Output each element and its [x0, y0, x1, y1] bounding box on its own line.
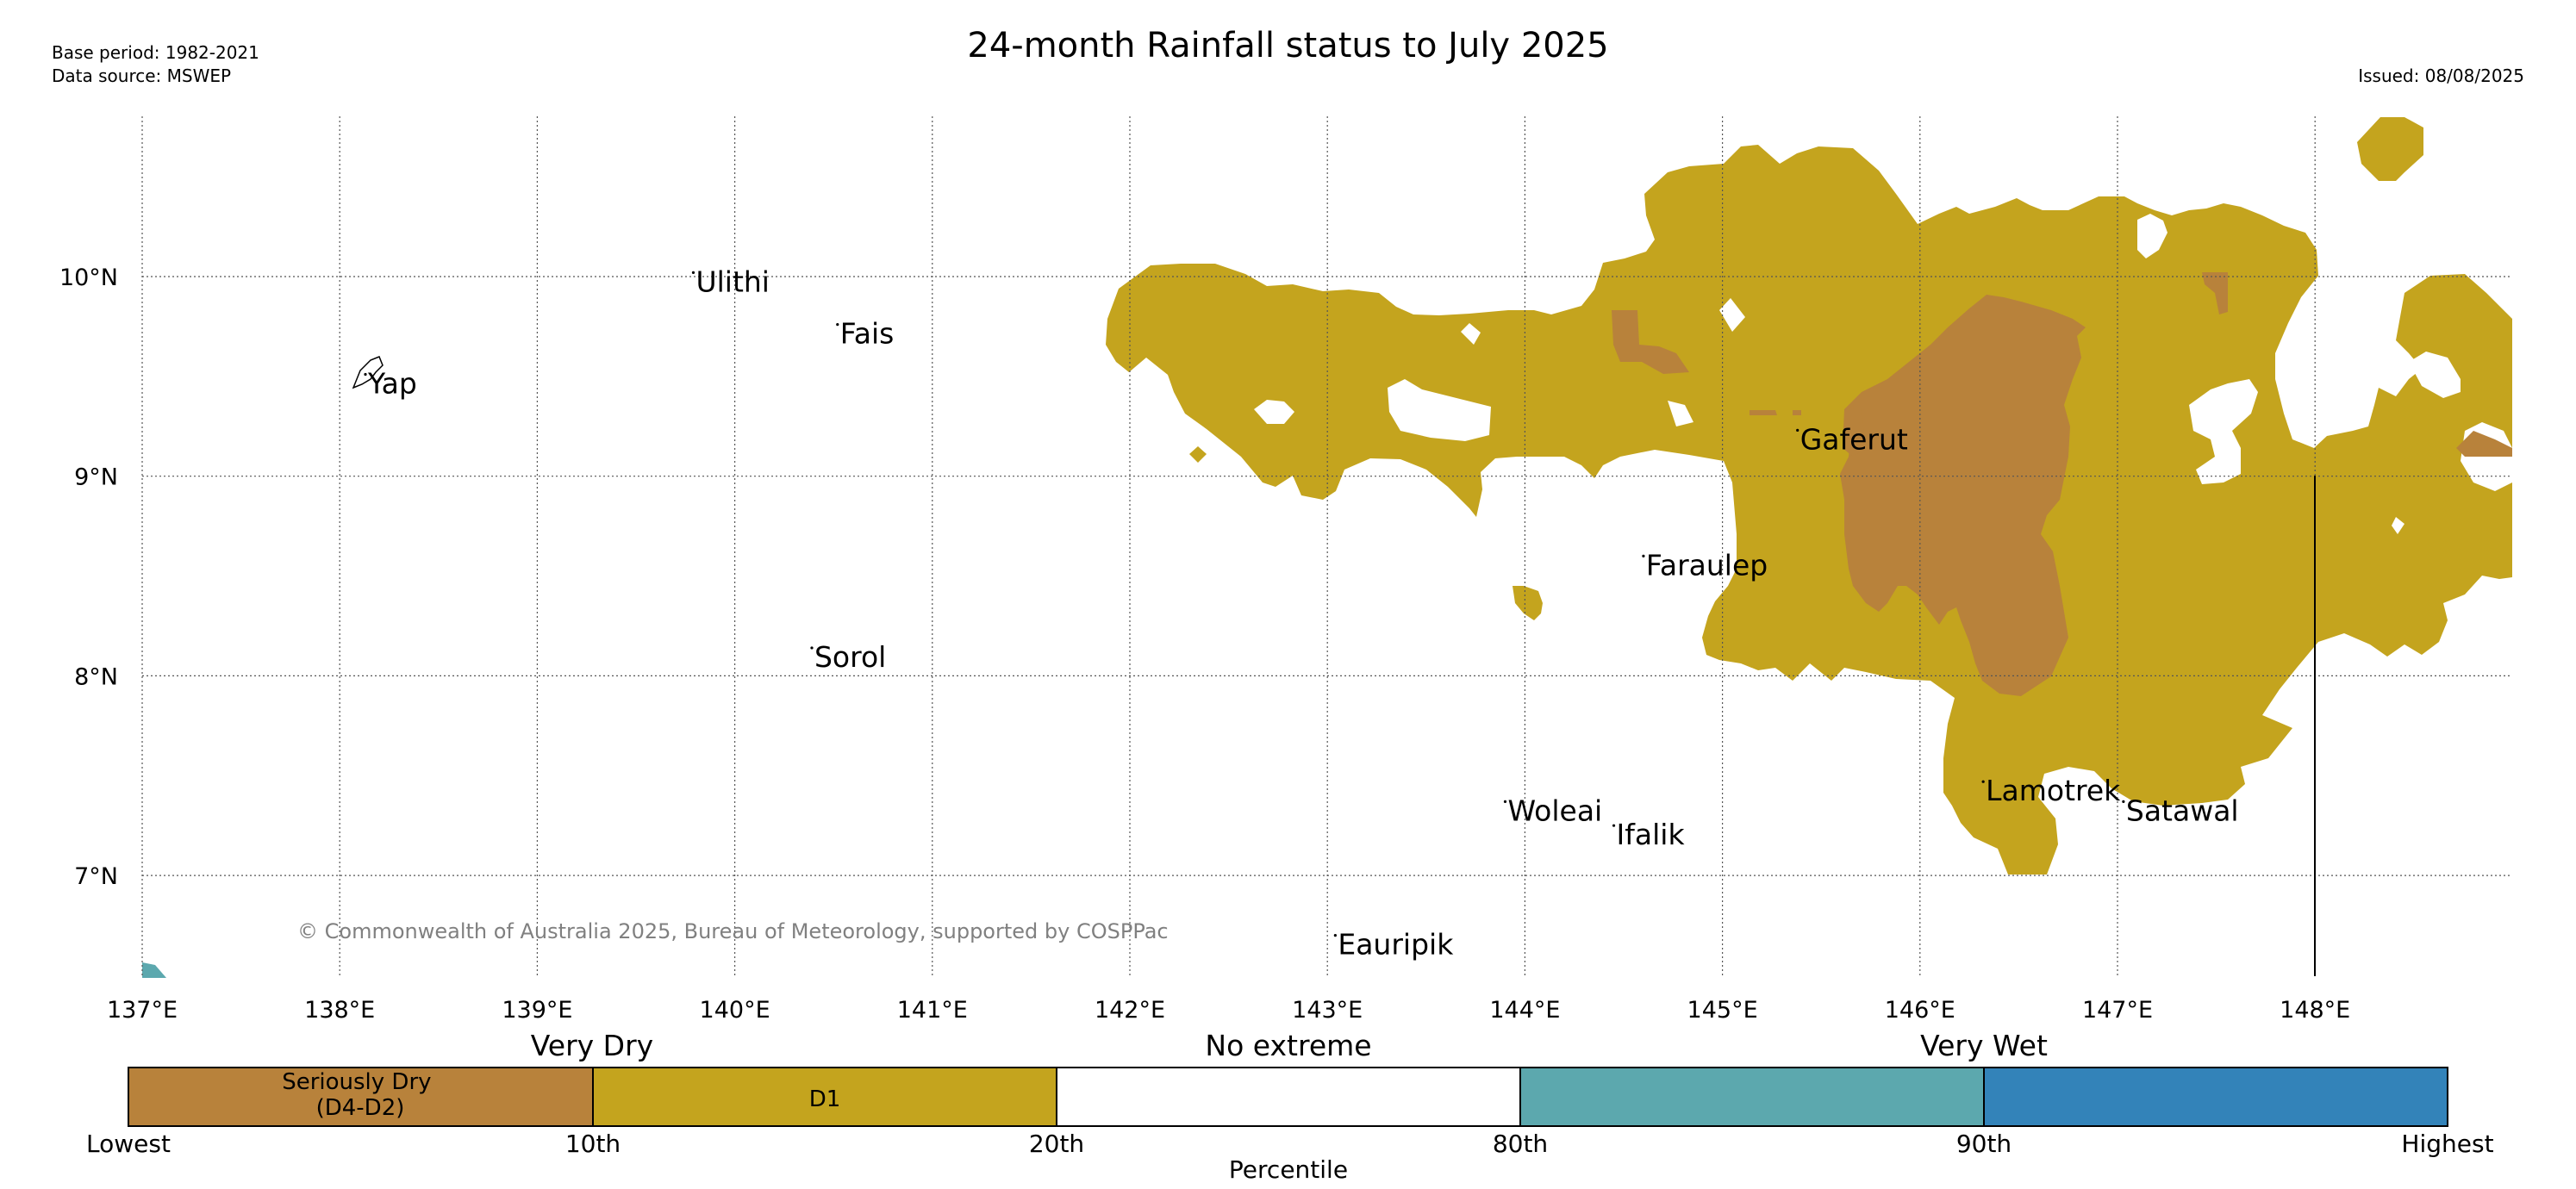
- latitude-tick-label: 9°N: [74, 464, 118, 491]
- island-marker: [691, 271, 695, 274]
- longitude-labels: 137°E 138°E 139°E 140°E 141°E 142°E 143°E 144°E…: [107, 997, 2350, 1024]
- island-marker: [2122, 800, 2125, 803]
- place-label-fais: Fais: [840, 317, 895, 351]
- longitude-tick-label: 137°E: [107, 997, 178, 1024]
- island-marker: [1642, 554, 1645, 557]
- island-marker: [810, 646, 814, 650]
- longitude-tick-label: 138°E: [304, 997, 375, 1024]
- longitude-tick-label: 143°E: [1292, 997, 1363, 1024]
- island-marker: [1503, 800, 1507, 803]
- data-source-label: Data source: MSWEP: [52, 65, 232, 86]
- percentile-tick-label: 20th: [1029, 1130, 1084, 1158]
- place-label-sorol: Sorol: [814, 640, 886, 674]
- latitude-tick-label: 10°N: [59, 265, 118, 291]
- legend: Very Dry No extreme Very Wet Seriously D…: [86, 1029, 2494, 1184]
- latitude-labels: 10°N 9°N 8°N 7°N: [59, 265, 118, 890]
- percentile-tick-label: 80th: [1493, 1130, 1548, 1158]
- island-marker: [1333, 934, 1337, 937]
- place-label-satawal: Satawal: [2126, 794, 2239, 827]
- legend-very-dry-label: Very Dry: [531, 1029, 653, 1062]
- longitude-tick-label: 145°E: [1687, 997, 1758, 1024]
- longitude-tick-label: 142°E: [1095, 997, 1165, 1024]
- legend-box-d1: [592, 1067, 1057, 1127]
- longitude-tick-label: 140°E: [700, 997, 770, 1024]
- longitude-tick-label: 141°E: [897, 997, 968, 1024]
- legend-box-very-wet: [1519, 1067, 1985, 1127]
- island-marker: [364, 372, 367, 377]
- place-label-ifalik: Ifalik: [1617, 818, 1686, 851]
- place-label-ulithi: Ulithi: [695, 265, 770, 298]
- issued-date-label: Issued: 08/08/2025: [2358, 65, 2524, 86]
- percentile-tick-label: Highest: [2401, 1130, 2493, 1158]
- legend-no-extreme-label: No extreme: [1205, 1029, 1371, 1062]
- longitude-tick-label: 148°E: [2280, 997, 2350, 1024]
- place-label-yap: Yap: [367, 367, 417, 401]
- legend-very-wet-label: Very Wet: [1920, 1029, 2048, 1062]
- place-label-lamotrek: Lamotrek: [1986, 774, 2121, 807]
- place-label-gaferut: Gaferut: [1800, 422, 1908, 456]
- percentile-tick-label: 10th: [565, 1130, 621, 1158]
- island-marker: [1796, 428, 1799, 433]
- percentile-tick-label: 90th: [1956, 1130, 2012, 1158]
- longitude-tick-label: 144°E: [1489, 997, 1560, 1024]
- d1-patch-west: [1189, 446, 1207, 463]
- legend-box-no-extreme: [1056, 1067, 1521, 1127]
- map-title: 24-month Rainfall status to July 2025: [967, 26, 1609, 65]
- legend-box-highest: [1983, 1067, 2448, 1127]
- legend-d1-text: D1: [809, 1086, 841, 1112]
- island-marker: [836, 323, 839, 327]
- d1-region-ne: [2357, 117, 2423, 181]
- island-marker: [1981, 780, 1985, 783]
- seriously-dry-regions: [1612, 272, 2512, 696]
- longitude-tick-label: 147°E: [2082, 997, 2153, 1024]
- place-labels: Ulithi Fais Yap Gaferut Faraulep Sorol Woleai I…: [364, 265, 2239, 962]
- legend-box-seriously-dry: [128, 1067, 594, 1127]
- place-label-woleai: Woleai: [1507, 794, 1602, 827]
- base-period-label: Base period: 1982-2021: [52, 42, 259, 63]
- rainfall-anomaly-layer: [142, 117, 2512, 978]
- d1-region-main: [1106, 145, 2512, 875]
- island-marker: [1612, 824, 1616, 827]
- percentile-labels: Lowest 10th 20th 80th 90th Highest: [86, 1130, 2494, 1158]
- yap-island-outline: [352, 356, 384, 389]
- percentile-tick-label: Lowest: [86, 1130, 171, 1158]
- place-label-eauripik: Eauripik: [1338, 928, 1454, 962]
- longitude-tick-label: 139°E: [502, 997, 572, 1024]
- latitude-tick-label: 7°N: [74, 863, 118, 890]
- legend-seriously-dry-text: Seriously Dry (D4-D2): [282, 1069, 439, 1121]
- gridlines: [141, 116, 2512, 976]
- place-label-faraulep: Faraulep: [1646, 548, 1768, 582]
- copyright-text: © Commonwealth of Australia 2025, Bureau…: [297, 919, 1169, 943]
- d1-patch-faraulep: [1513, 586, 1543, 620]
- longitude-tick-label: 146°E: [1885, 997, 1955, 1024]
- percentile-axis-title: Percentile: [1229, 1155, 1348, 1184]
- latitude-tick-label: 8°N: [74, 663, 118, 690]
- very-wet-patch: [142, 962, 166, 978]
